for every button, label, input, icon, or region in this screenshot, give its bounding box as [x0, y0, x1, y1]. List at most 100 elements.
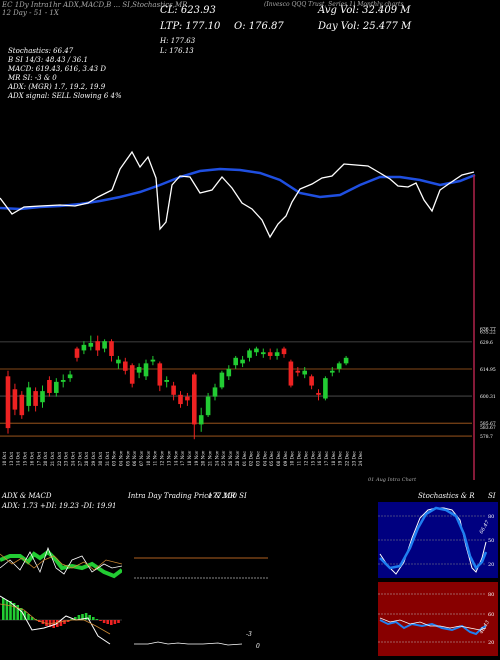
candle-body — [123, 361, 128, 371]
macd-bar — [74, 617, 77, 620]
stoch-panel-title: Stochastics & R — [418, 492, 475, 500]
date-tick-label: 12 Dec — [303, 451, 308, 466]
macd-bar — [110, 620, 113, 625]
candle-body — [219, 372, 225, 388]
candle-body — [274, 352, 280, 356]
stochastic-price-line — [0, 150, 475, 239]
date-tick-label: 31 Oct — [105, 452, 110, 466]
high-value: H: 177.63 — [160, 37, 196, 45]
candle-body — [88, 343, 94, 347]
macd-bar — [2, 598, 5, 620]
instrument-name: (Invesco QQQ Trust, Series 1) Monthly ch… — [264, 1, 404, 8]
date-tick-label: 17 Nov — [180, 450, 185, 466]
macd-bar — [84, 613, 88, 620]
date-tick-label: 16 Oct — [29, 452, 34, 466]
date-tick-label: 30 Oct — [98, 452, 103, 466]
stochastics-value: Stochastics: 66.47 — [8, 47, 74, 55]
candle-body — [109, 341, 114, 356]
macd-bar — [5, 600, 9, 620]
date-tick-label: 20 Oct — [43, 452, 48, 466]
candle-body — [81, 344, 87, 351]
rsi-axis-60: 60 — [488, 612, 494, 618]
date-tick-label: 15 Dec — [310, 451, 315, 466]
rsi-background — [378, 582, 498, 656]
date-tick-label: 19 Nov — [194, 450, 199, 466]
candle-body — [40, 391, 45, 403]
candle-body — [302, 370, 307, 375]
intra-chart-note: 01 Aug Intra Chart — [368, 477, 417, 483]
candle-body — [295, 370, 301, 373]
candle-body — [233, 357, 238, 366]
date-tick-label: 14 Nov — [173, 450, 178, 466]
intraday-panel[interactable]: -3 0 — [128, 512, 268, 660]
price-tick-label: 585.67 — [480, 421, 496, 427]
candle-body — [143, 363, 149, 377]
adx-lines — [0, 546, 122, 579]
price-tick-label: 629.6 — [480, 340, 493, 346]
stochastics-rsi-panel[interactable]: 80 50 20 66.47 80 60 20 48.43 — [378, 502, 498, 656]
candle-body — [309, 376, 314, 386]
adx-value: ADX: (MGR) 1.7, 19.2, 19.9 — [8, 83, 106, 91]
candle-body — [47, 380, 52, 393]
candle-body — [164, 380, 169, 382]
candle-body — [198, 415, 204, 425]
candle-body — [240, 359, 245, 364]
candle-body — [212, 387, 218, 397]
stoch-axis-20: 20 — [488, 562, 494, 568]
date-tick-label: 21 Nov — [208, 450, 213, 466]
date-tick-label: 14 Oct — [16, 452, 21, 466]
main-price-chart[interactable]: 10 Oct 13 Oct 14 Oct 15 Oct 16 Oct 17 Oct 20 O… — [0, 0, 500, 480]
candle-body — [157, 363, 163, 386]
macd-value: MACD: 619.43, 616, 3.43 D — [8, 65, 106, 73]
candle-body — [247, 350, 252, 358]
candle-body — [192, 374, 197, 425]
date-tick-label: 04 Dec — [262, 451, 267, 466]
price-tick-label: 614.95 — [480, 367, 496, 373]
date-tick-label: 26 Nov — [228, 450, 233, 466]
date-tick-label: 16 Dec — [317, 451, 322, 466]
date-tick-label: 21 Oct — [50, 452, 55, 466]
date-tick-label: 22 Dec — [345, 451, 350, 466]
date-tick-label: 12 Nov — [160, 450, 165, 466]
candle-body — [288, 361, 294, 386]
last-traded-price: LTP: 177.10 — [160, 21, 221, 32]
macd-bar — [113, 620, 117, 624]
intraday-minus3: -3 — [246, 631, 252, 638]
macd-histogram — [2, 598, 120, 628]
date-tick-label: 10 Oct — [2, 452, 7, 466]
candle-body — [19, 394, 25, 416]
candle-body — [205, 396, 211, 416]
low-value: L: 176.13 — [160, 47, 194, 55]
date-tick-label: 07 Nov — [139, 450, 144, 466]
macd-bar — [92, 617, 95, 620]
date-tick-label: 05 Nov — [125, 450, 130, 466]
candle-body — [33, 391, 38, 406]
candle-body — [129, 365, 135, 384]
chart-indicators-line: EC 1Dy Intra1hr ADX,MACD,B ... SI,Stocha… — [2, 1, 188, 9]
date-tick-label: 22 Oct — [57, 452, 62, 466]
rsi-axis-80: 80 — [488, 592, 494, 598]
candle-body — [178, 394, 183, 405]
date-tick-label: 24 Nov — [214, 450, 219, 466]
date-tick-label: 28 Oct — [84, 452, 89, 466]
date-tick-label: 05 Dec — [269, 451, 274, 466]
adx-macd-panel[interactable] — [0, 512, 122, 660]
intraday-panel-values: 177.100 SI — [208, 492, 247, 500]
macd-bar — [106, 620, 109, 624]
avg-volume: Avg Vol: 32.409 M — [318, 5, 411, 16]
date-tick-label: 03 Dec — [255, 451, 260, 466]
date-tick-label: 25 Nov — [221, 450, 226, 466]
candle-body — [330, 370, 335, 373]
date-tick-label: 02 Dec — [249, 451, 254, 466]
date-tick-label: 27 Oct — [77, 452, 82, 466]
candle-body — [150, 359, 156, 362]
macd-bar — [77, 615, 81, 620]
candle-body — [12, 389, 18, 410]
date-tick-label: 13 Nov — [166, 450, 171, 466]
adx-panel-title: ADX & MACD — [2, 492, 52, 500]
candle-body — [261, 352, 266, 355]
date-tick-label: 04 Nov — [118, 450, 123, 466]
macd-bar — [70, 619, 73, 620]
candle-body — [54, 381, 59, 393]
candle-body — [323, 378, 328, 399]
